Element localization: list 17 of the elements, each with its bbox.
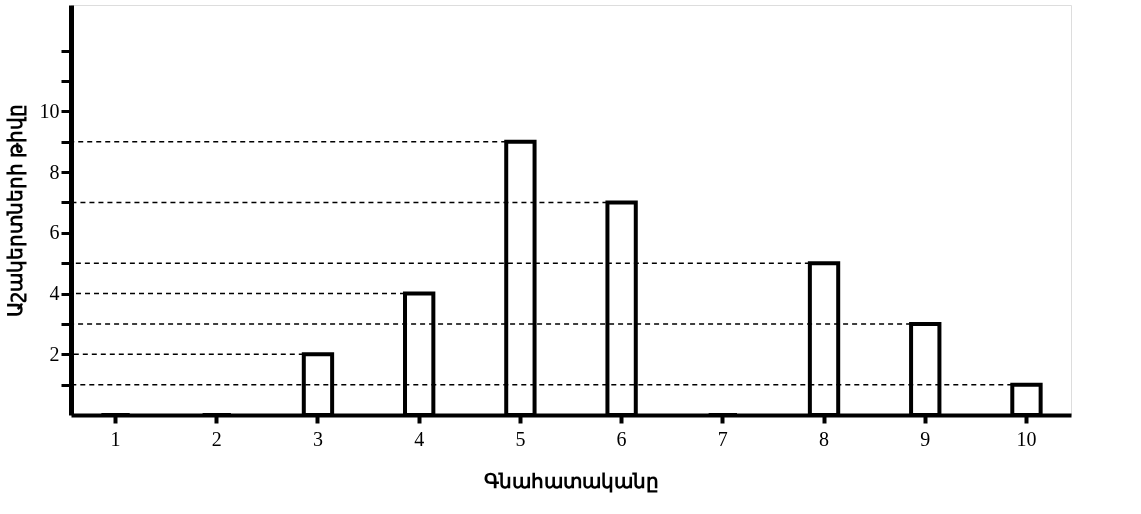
x-tick-label: 9 bbox=[920, 427, 931, 450]
x-axis-title: Գնահատականը bbox=[484, 469, 659, 493]
x-tick-label: 4 bbox=[414, 427, 425, 450]
x-tick-label: 8 bbox=[819, 427, 830, 450]
y-tick-label: 2 bbox=[49, 342, 60, 365]
x-tick-label: 1 bbox=[110, 427, 121, 450]
y-tick-label: 4 bbox=[49, 282, 60, 305]
x-tick-label: 2 bbox=[211, 427, 222, 450]
x-tick-label: 7 bbox=[717, 427, 728, 450]
y-tick-label: 6 bbox=[49, 221, 60, 244]
x-tick-label: 6 bbox=[616, 427, 627, 450]
x-tick-label: 3 bbox=[312, 427, 323, 450]
x-tick-label: 5 bbox=[515, 427, 526, 450]
y-tick-label: 8 bbox=[49, 160, 60, 183]
x-tick-label: 10 bbox=[1016, 427, 1037, 450]
y-axis-title: Աշակերտների թիվը bbox=[3, 104, 27, 317]
y-tick-label: 10 bbox=[39, 99, 60, 122]
